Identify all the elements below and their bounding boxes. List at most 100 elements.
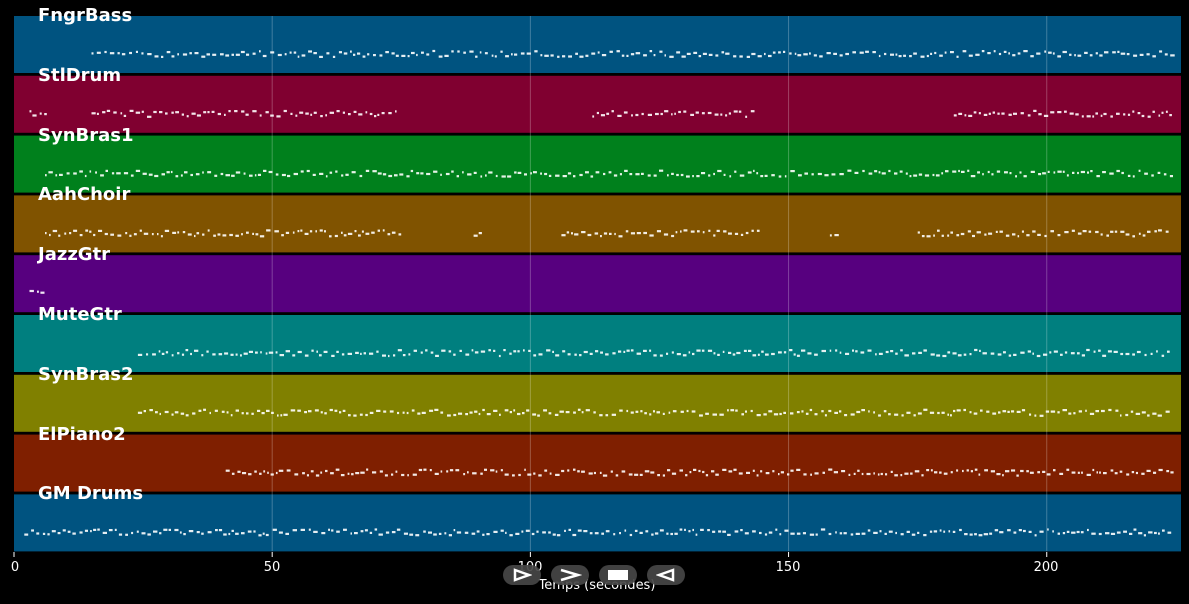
note-mark <box>263 169 267 172</box>
note-mark <box>947 351 951 354</box>
track-label-synbras1: SynBras1 <box>38 124 134 146</box>
note-mark <box>209 411 211 415</box>
note-mark <box>565 411 570 414</box>
note-mark <box>196 114 201 117</box>
note-mark <box>1104 51 1109 54</box>
note-mark <box>1144 172 1148 175</box>
note-mark <box>664 54 666 57</box>
note-mark <box>174 528 179 532</box>
note-mark <box>1017 235 1020 238</box>
note-mark <box>744 532 749 535</box>
note-mark <box>834 411 838 414</box>
note-mark <box>1161 354 1165 357</box>
note-mark <box>1096 175 1100 178</box>
note-mark <box>913 174 918 177</box>
note-mark <box>676 173 679 177</box>
note-mark <box>583 350 588 354</box>
note-mark <box>428 531 432 534</box>
note-mark <box>153 110 157 114</box>
note-mark <box>1120 352 1124 356</box>
note-mark <box>606 112 610 115</box>
note-mark <box>90 530 92 533</box>
note-mark <box>45 232 47 235</box>
note-mark <box>1099 471 1101 474</box>
note-mark <box>939 54 943 57</box>
note-mark <box>608 171 612 174</box>
note-mark <box>997 112 1000 115</box>
note-mark <box>110 233 114 236</box>
note-mark <box>941 411 945 414</box>
note-mark <box>1138 232 1141 235</box>
note-mark <box>228 110 231 113</box>
note-mark <box>292 529 297 532</box>
note-mark <box>986 410 990 413</box>
note-mark <box>423 530 426 533</box>
note-mark <box>421 411 426 414</box>
rewind-button[interactable] <box>647 565 685 585</box>
track-notes-mutegtr <box>137 348 1170 358</box>
note-mark <box>834 234 839 237</box>
stop-button[interactable] <box>599 565 637 585</box>
note-mark <box>538 353 543 356</box>
note-mark <box>595 171 600 174</box>
note-mark <box>486 533 490 536</box>
note-mark <box>649 413 652 416</box>
note-mark <box>391 231 396 234</box>
note-mark <box>605 414 609 417</box>
note-mark <box>259 50 261 53</box>
note-mark <box>635 52 641 55</box>
note-mark <box>839 173 844 176</box>
note-mark <box>135 169 141 172</box>
note-mark <box>695 111 699 114</box>
note-mark <box>934 471 938 474</box>
note-mark <box>932 173 935 177</box>
note-mark <box>1081 115 1084 118</box>
note-mark <box>409 533 414 536</box>
note-mark <box>1062 409 1067 412</box>
note-mark <box>939 471 942 474</box>
note-mark <box>295 114 298 117</box>
note-mark <box>1008 113 1012 116</box>
note-mark <box>602 474 608 477</box>
note-mark <box>671 172 674 175</box>
note-mark <box>172 231 177 234</box>
note-mark <box>877 473 880 476</box>
note-mark <box>163 528 168 531</box>
note-mark <box>905 172 908 175</box>
note-mark <box>533 171 537 174</box>
note-mark <box>1156 350 1158 353</box>
note-mark <box>941 234 944 237</box>
note-mark <box>24 533 29 536</box>
note-mark <box>962 469 964 473</box>
note-mark <box>734 170 737 173</box>
note-mark <box>917 412 922 415</box>
note-mark <box>206 53 210 56</box>
note-mark <box>1052 530 1054 533</box>
note-mark <box>1098 349 1101 352</box>
note-mark <box>371 231 375 234</box>
note-mark <box>912 352 916 355</box>
note-mark <box>93 528 97 531</box>
note-mark <box>1059 472 1064 475</box>
note-mark <box>926 469 930 472</box>
note-mark <box>734 530 739 533</box>
note-mark <box>202 233 205 236</box>
forward-button[interactable] <box>551 565 589 585</box>
note-mark <box>440 173 442 176</box>
note-mark <box>1042 470 1046 473</box>
track-notes-fngrbass <box>91 49 1175 58</box>
note-mark <box>783 50 786 53</box>
note-mark <box>559 410 564 413</box>
note-mark <box>824 414 827 417</box>
note-mark <box>796 354 800 357</box>
note-mark <box>702 231 705 234</box>
note-mark <box>562 55 566 58</box>
play-button[interactable] <box>503 565 541 585</box>
note-mark <box>342 409 346 412</box>
note-mark <box>396 528 401 531</box>
note-mark <box>957 354 962 357</box>
note-mark <box>524 468 526 471</box>
note-mark <box>97 528 100 531</box>
note-mark <box>826 52 831 55</box>
